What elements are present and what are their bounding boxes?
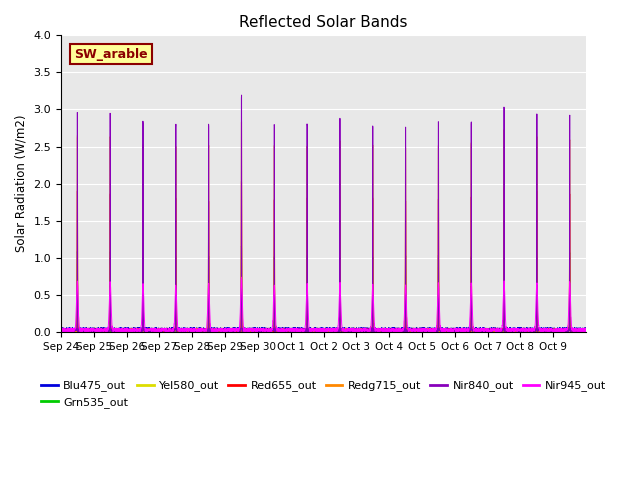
Text: SW_arable: SW_arable xyxy=(74,48,148,60)
Title: Reflected Solar Bands: Reflected Solar Bands xyxy=(239,15,408,30)
Y-axis label: Solar Radiation (W/m2): Solar Radiation (W/m2) xyxy=(15,115,28,252)
Legend: Blu475_out, Grn535_out, Yel580_out, Red655_out, Redg715_out, Nir840_out, Nir945_: Blu475_out, Grn535_out, Yel580_out, Red6… xyxy=(36,376,611,412)
